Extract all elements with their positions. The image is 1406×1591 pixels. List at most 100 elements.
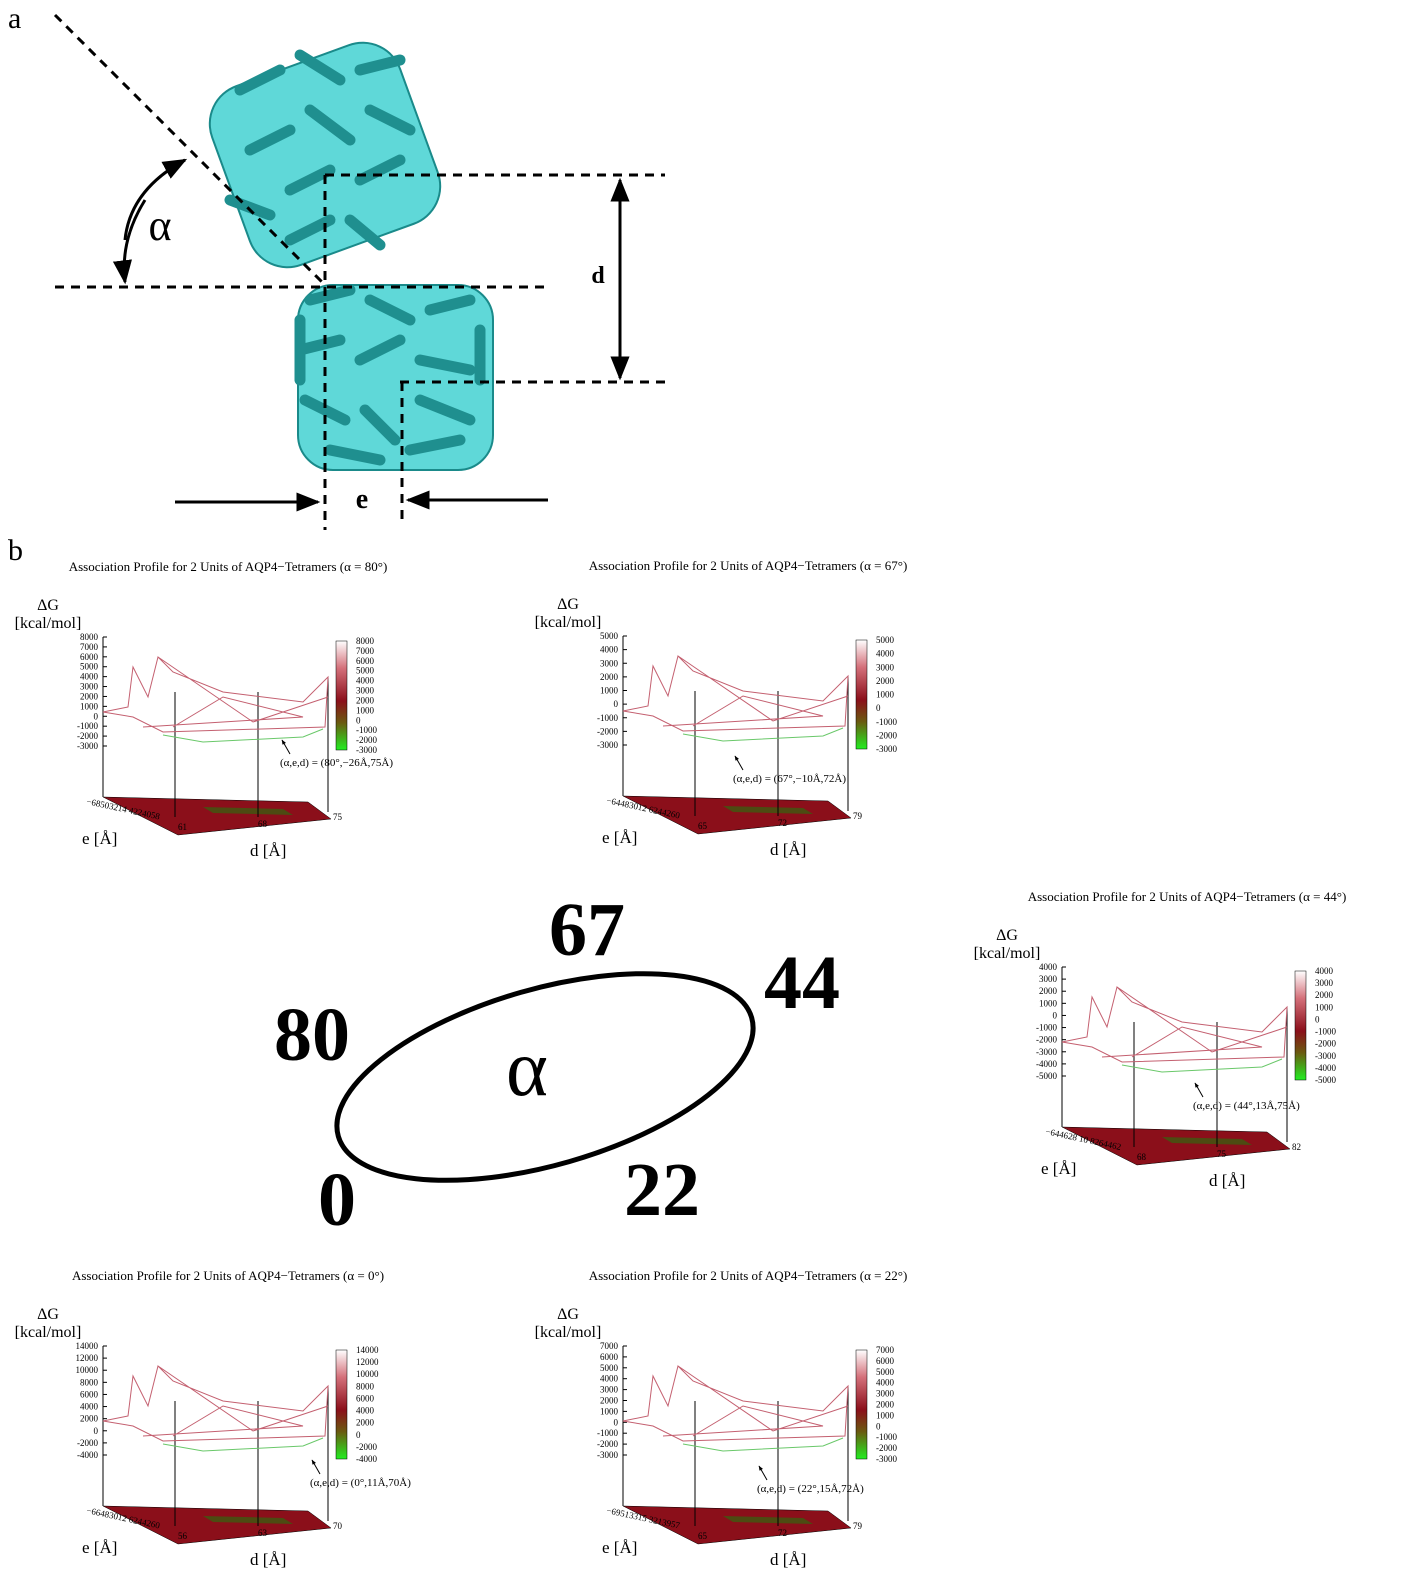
distance-label: d xyxy=(591,263,605,289)
plot-title: Association Profile for 2 Units of AQP4−… xyxy=(69,559,388,574)
surface-plot: Association Profile for 2 Units of AQP4−… xyxy=(535,558,908,859)
colorbar-tick-label: -3000 xyxy=(1315,1051,1336,1061)
d-label: d [Å] xyxy=(770,1550,806,1569)
z-label: ΔG xyxy=(37,597,59,614)
z-tick-label: 12000 xyxy=(76,1353,99,1363)
offset-label: e xyxy=(356,484,368,515)
z-tick-label: 6000 xyxy=(80,652,99,662)
colorbar-tick-label: 4000 xyxy=(876,1378,895,1388)
z-tick-label: -1000 xyxy=(597,713,618,723)
angle-value: 22 xyxy=(624,1148,700,1232)
colorbar-tick-label: 8000 xyxy=(356,636,375,646)
colorbar-tick-label: 0 xyxy=(876,1421,881,1431)
d-tick-label: 61 xyxy=(178,822,187,832)
z-tick-label: 4000 xyxy=(1039,962,1058,972)
colorbar-tick-label: 0 xyxy=(1315,1014,1320,1024)
colorbar-tick-label: 4000 xyxy=(1315,966,1334,976)
colorbar-tick-label: 10000 xyxy=(356,1369,379,1379)
z-label: ΔG xyxy=(557,596,579,613)
d-tick-label: 79 xyxy=(853,811,863,821)
surface-plot: Association Profile for 2 Units of AQP4−… xyxy=(535,1268,908,1569)
colorbar-tick-label: 6000 xyxy=(876,1356,895,1366)
colorbar-tick-label: 2000 xyxy=(356,695,375,705)
colorbar-tick-label: 8000 xyxy=(356,1381,375,1391)
angle-value: 0 xyxy=(318,1158,356,1242)
e-label: e [Å] xyxy=(602,828,637,847)
colorbar-tick-label: 1000 xyxy=(356,705,375,715)
e-label: e [Å] xyxy=(82,1538,117,1557)
z-tick-label: 3000 xyxy=(600,658,619,668)
colorbar-tick-label: -3000 xyxy=(876,744,897,754)
colorbar-tick-label: -1000 xyxy=(356,725,377,735)
surface-mesh xyxy=(623,1366,848,1441)
colorbar-tick-label: 2000 xyxy=(876,1400,895,1410)
colorbar-tick-label: 2000 xyxy=(356,1418,375,1428)
colorbar xyxy=(1295,971,1306,1080)
colorbar xyxy=(336,641,347,750)
z-tick-label: 0 xyxy=(1053,1010,1058,1020)
z-tick-label: 14000 xyxy=(76,1341,99,1351)
colorbar-tick-label: -4000 xyxy=(356,1454,377,1464)
colorbar-tick-label: -2000 xyxy=(876,730,897,740)
z-tick-label: -3000 xyxy=(597,1450,618,1460)
z-tick-label: -2000 xyxy=(77,1438,98,1448)
z-tick-label: 2000 xyxy=(80,1414,99,1424)
z-tick-label: 8000 xyxy=(80,1377,99,1387)
angle-value: 80 xyxy=(274,993,350,1077)
z-tick-label: -3000 xyxy=(597,740,618,750)
e-label: e [Å] xyxy=(602,1538,637,1557)
annotation: (α,e,d) = (22°,15Å,72Å) xyxy=(757,1483,864,1495)
annotation-arrow xyxy=(1195,1083,1203,1097)
z-tick-label: 5000 xyxy=(600,631,619,641)
z-tick-label: 4000 xyxy=(600,1374,619,1384)
colorbar-tick-label: 3000 xyxy=(356,686,375,696)
colorbar-tick-label: -1000 xyxy=(876,1432,897,1442)
surface-mesh xyxy=(103,657,328,732)
d-tick-label: 75 xyxy=(333,812,343,822)
colorbar-tick-label: 1000 xyxy=(876,690,895,700)
angle-value: 67 xyxy=(549,888,625,972)
alpha-symbol: α xyxy=(506,1025,548,1113)
z-tick-label: 7000 xyxy=(600,1341,619,1351)
d-tick-label: 65 xyxy=(698,821,708,831)
d-tick-label: 63 xyxy=(258,1528,268,1538)
colorbar xyxy=(856,640,867,749)
z-tick-label: -2000 xyxy=(597,726,618,736)
z-tick-label: 0 xyxy=(614,699,619,709)
z-tick-label: 1000 xyxy=(80,701,99,711)
colorbar-tick-label: 6000 xyxy=(356,1393,375,1403)
annotation: (α,e,d) = (80°,−26Å,75Å) xyxy=(280,757,393,769)
colorbar-tick-label: -2000 xyxy=(876,1443,897,1453)
surface-plot: Association Profile for 2 Units of AQP4−… xyxy=(15,559,394,860)
d-tick-label: 75 xyxy=(1217,1149,1227,1159)
colorbar-tick-label: 2000 xyxy=(1315,990,1334,1000)
z-tick-label: -2000 xyxy=(1036,1035,1057,1045)
colorbar-tick-label: 12000 xyxy=(356,1357,379,1367)
z-tick-label: -3000 xyxy=(77,741,98,751)
surface-mesh xyxy=(103,1366,328,1441)
panel-label: a xyxy=(8,2,21,35)
d-tick-label: 68 xyxy=(1137,1152,1147,1162)
z-tick-label: 4000 xyxy=(80,672,99,682)
z-tick-label: 5000 xyxy=(600,1363,619,1373)
annotation-arrow xyxy=(282,740,290,754)
d-tick-label: 56 xyxy=(178,1531,188,1541)
colorbar-tick-label: 1000 xyxy=(876,1410,895,1420)
colorbar-tick-label: 5000 xyxy=(876,1367,895,1377)
colorbar xyxy=(336,1350,347,1459)
z-tick-label: 2000 xyxy=(600,1396,619,1406)
colorbar xyxy=(856,1350,867,1459)
z-tick-label: -2000 xyxy=(597,1439,618,1449)
d-label: d [Å] xyxy=(1209,1171,1245,1190)
d-tick-label: 72 xyxy=(778,1528,787,1538)
z-tick-label: -1000 xyxy=(597,1428,618,1438)
z-tick-label: 7000 xyxy=(80,642,99,652)
panel-label: b xyxy=(8,534,23,567)
colorbar-tick-label: 14000 xyxy=(356,1345,379,1355)
plot-title: Association Profile for 2 Units of AQP4−… xyxy=(72,1268,384,1283)
z-tick-label: 2000 xyxy=(600,672,619,682)
z-tick-label: 2000 xyxy=(80,691,99,701)
colorbar-tick-label: 4000 xyxy=(876,649,895,659)
z-tick-label: 6000 xyxy=(80,1389,99,1399)
z-unit: [kcal/mol] xyxy=(535,614,602,631)
